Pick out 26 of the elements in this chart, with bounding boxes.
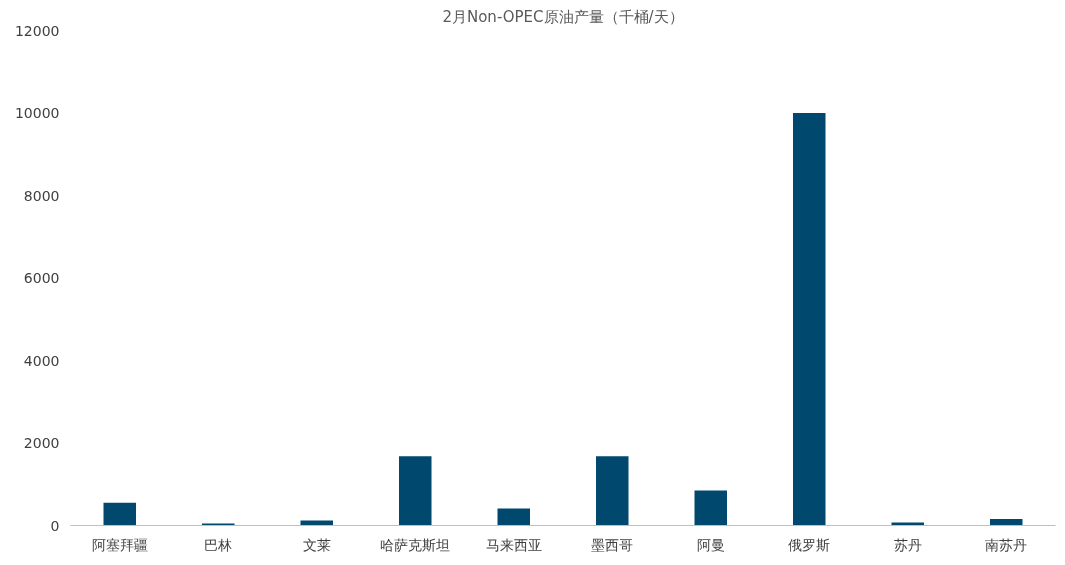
x-tick-label: 阿曼	[696, 536, 725, 553]
y-tick-label: 6000	[23, 270, 60, 286]
bar	[497, 508, 530, 526]
x-tick-label: 苏丹	[893, 536, 922, 553]
y-tick-label: 10000	[14, 105, 60, 121]
bar	[596, 456, 629, 526]
x-tick-label: 巴林	[204, 536, 233, 553]
y-tick-label: 8000	[23, 187, 60, 204]
bar	[103, 502, 136, 526]
x-tick-label: 墨西哥	[591, 536, 634, 553]
bar	[990, 518, 1023, 526]
bar	[202, 523, 235, 526]
bar	[399, 456, 432, 526]
x-tick-label: 文莱	[302, 536, 331, 553]
x-tick-label: 马来西亚	[485, 536, 542, 553]
x-tick-label: 南苏丹	[985, 536, 1028, 553]
y-tick-label: 4000	[23, 352, 60, 369]
y-tick-label: 12000	[14, 22, 60, 39]
bar	[694, 490, 727, 526]
y-tick-label: 0	[50, 517, 60, 534]
x-tick-label: 阿塞拜疆	[91, 536, 148, 553]
y-tick-label: 2000	[23, 435, 60, 451]
chart-title: 2月Non-OPEC原油产量（千桶/天）	[442, 7, 684, 26]
x-tick-label: 俄罗斯	[788, 536, 831, 553]
bar	[793, 113, 826, 526]
x-tick-label: 哈萨克斯坦	[380, 536, 451, 553]
